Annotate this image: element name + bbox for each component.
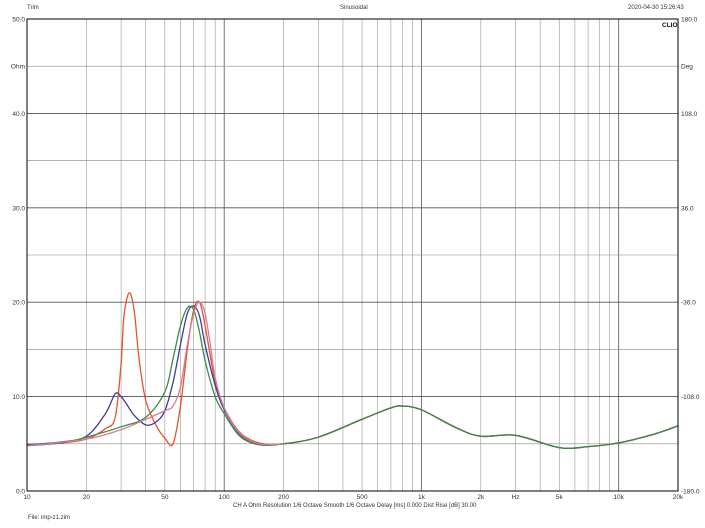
y-tick-label: 30.0 [12,205,25,212]
y-tick-label: 50.0 [12,17,25,24]
x-tick-label: Hz [512,494,520,501]
y2-tick-label: 108.0 [681,111,698,118]
chart-series-layer [26,292,679,449]
file-name: File: imp-z1.zim [28,515,71,521]
y2-tick-label: 36.0 [681,205,694,212]
y-tick-label: 20.0 [12,300,25,307]
x-tick-label: 50 [161,494,169,501]
series-line-4 [26,301,284,447]
series-line-1 [26,292,679,449]
x-tick-label: 5k [556,494,564,501]
x-tick-label: 200 [278,494,289,501]
y-tick-label: 40.0 [12,111,25,118]
y2-tick-label: 180.0 [681,17,698,24]
y2-tick-label: -36.0 [681,300,696,307]
x-tick-label: 20k [673,494,684,501]
y2-tick-label: Deg [681,64,693,71]
header-timestamp: 2020-04-30 15:26:43 [628,5,684,11]
x-tick-label: 10k [613,494,624,501]
x-tick-label: 500 [357,494,368,501]
y-tick-label: 10.0 [12,394,25,401]
y-tick-label: Ohm [11,64,25,71]
x-tick-label: 20 [83,494,91,501]
chart-grid [26,18,679,492]
y2-tick-label: -180.0 [681,489,700,496]
header-center-label: Sinusoidal [340,5,368,11]
x-tick-label: 2k [477,494,485,501]
x-tick-label: 100 [219,494,230,501]
header-left-label: Trim [27,5,39,11]
series-line-2 [26,305,679,449]
y-tick-label: 0.0 [16,489,25,496]
y2-tick-label: -108.0 [681,394,700,401]
x-tick-label: 1k [418,494,426,501]
brand-logo-text: CLIO [662,22,678,29]
chart-tick-labels: 10 20 50 100 200 500 1k 2k Hz 5k 10k 20k 0.0 10.0 20.0… [11,17,700,502]
x-tick-label: 10 [23,494,31,501]
measurement-settings: CH A Ohm Resolution 1/6 Octave Smooth 1/… [233,503,477,509]
series-line-3 [26,305,679,449]
plot-frame [26,18,679,492]
